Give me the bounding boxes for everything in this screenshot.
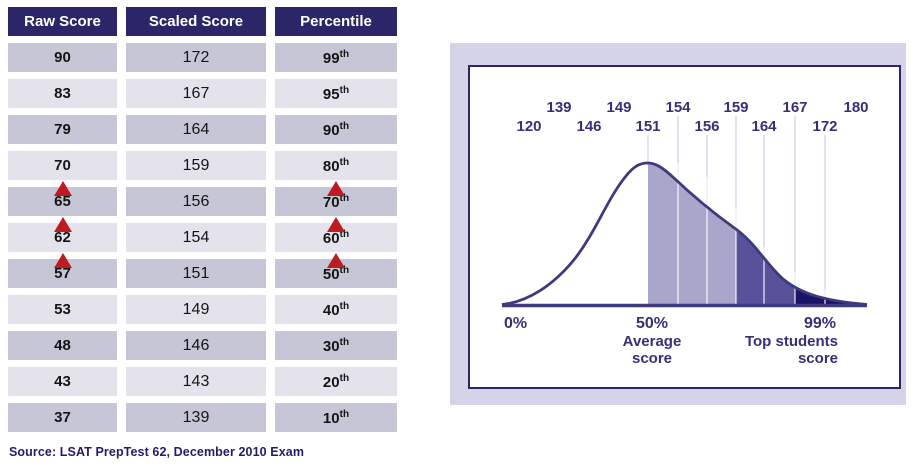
red-arrow-marker-icon (327, 217, 345, 232)
table-cell: 99th (275, 43, 397, 72)
annotation-0pct: 0% (504, 315, 527, 332)
x-tick-159: 159 (723, 99, 748, 116)
x-tick-149: 149 (606, 99, 631, 116)
table-cell: 79 (8, 115, 117, 144)
score-table-wrap: Raw Score Scaled Score Percentile 901729… (0, 0, 430, 470)
table-cell: 146 (126, 331, 266, 360)
table-row: 53 149 40th (8, 295, 397, 324)
table-cell: 139 (126, 403, 266, 432)
table-cell: 172 (126, 43, 266, 72)
annotation-topstudents: Top students (745, 333, 838, 350)
x-tick-120: 120 (516, 118, 541, 135)
table-cell: 90 (8, 43, 117, 72)
table-cell: 70 (8, 151, 117, 180)
table-cell: 43 (8, 367, 117, 396)
table-cell: 10th (275, 403, 397, 432)
annotation-top-score: score (798, 350, 838, 367)
table-cell: 20th (275, 367, 397, 396)
bell-curve-chart: 139 149 154 159 167 180 120 146 151 156 … (470, 67, 899, 387)
annotation-99pct: 99% (804, 315, 836, 332)
table-cell: 151 (126, 259, 266, 288)
score-table-head: Raw Score Scaled Score Percentile (8, 7, 397, 36)
red-arrow-marker-icon (327, 253, 345, 268)
table-cell: 95th (275, 79, 397, 108)
table-cell: 164 (126, 115, 266, 144)
table-cell: 53 (8, 295, 117, 324)
x-tick-139: 139 (546, 99, 571, 116)
table-row: 48 146 30th (8, 331, 397, 360)
table-cell: 40th (275, 295, 397, 324)
x-tick-154: 154 (665, 99, 691, 116)
x-tick-180: 180 (843, 99, 868, 116)
red-arrow-marker-icon (54, 181, 72, 196)
table-cell: 154 (126, 223, 266, 252)
table-row: 90 172 99th (8, 43, 397, 72)
table-cell: 90th (275, 115, 397, 144)
x-tick-156: 156 (694, 118, 719, 135)
score-table-body: 9017299th8316795th7916490th7015980th6515… (8, 43, 397, 432)
red-arrow-marker-icon (327, 181, 345, 196)
annotation-average: Average (623, 333, 682, 350)
table-row: 43 143 20th (8, 367, 397, 396)
x-tick-167: 167 (782, 99, 807, 116)
table-cell: 83 (8, 79, 117, 108)
table-row: 79 164 90th (8, 115, 397, 144)
table-cell: 149 (126, 295, 266, 324)
annotation-avg-score: score (632, 350, 672, 367)
table-cell: 156 (126, 187, 266, 216)
table-row: 70 159 80th (8, 151, 397, 180)
col-header-percentile: Percentile (275, 7, 397, 36)
header-row: Raw Score Scaled Score Percentile (8, 7, 397, 36)
distribution-chart-panel: 139 149 154 159 167 180 120 146 151 156 … (468, 65, 901, 389)
x-tick-164: 164 (751, 118, 777, 135)
table-cell: 159 (126, 151, 266, 180)
col-header-scaled-score: Scaled Score (126, 7, 266, 36)
table-cell: 48 (8, 331, 117, 360)
red-arrow-marker-icon (54, 217, 72, 232)
annotation-50pct: 50% (636, 315, 668, 332)
x-tick-151: 151 (635, 118, 660, 135)
red-arrow-marker-icon (54, 253, 72, 268)
table-cell: 167 (126, 79, 266, 108)
col-header-raw-score: Raw Score (8, 7, 117, 36)
table-row: 83 167 95th (8, 79, 397, 108)
table-cell: 80th (275, 151, 397, 180)
x-tick-146: 146 (576, 118, 601, 135)
distribution-chart-card: 139 149 154 159 167 180 120 146 151 156 … (450, 43, 906, 405)
x-tick-172: 172 (812, 118, 837, 135)
table-cell: 143 (126, 367, 266, 396)
table-cell: 37 (8, 403, 117, 432)
source-note: Source: LSAT PrepTest 62, December 2010 … (9, 445, 304, 459)
table-cell: 30th (275, 331, 397, 360)
table-row: 37 139 10th (8, 403, 397, 432)
